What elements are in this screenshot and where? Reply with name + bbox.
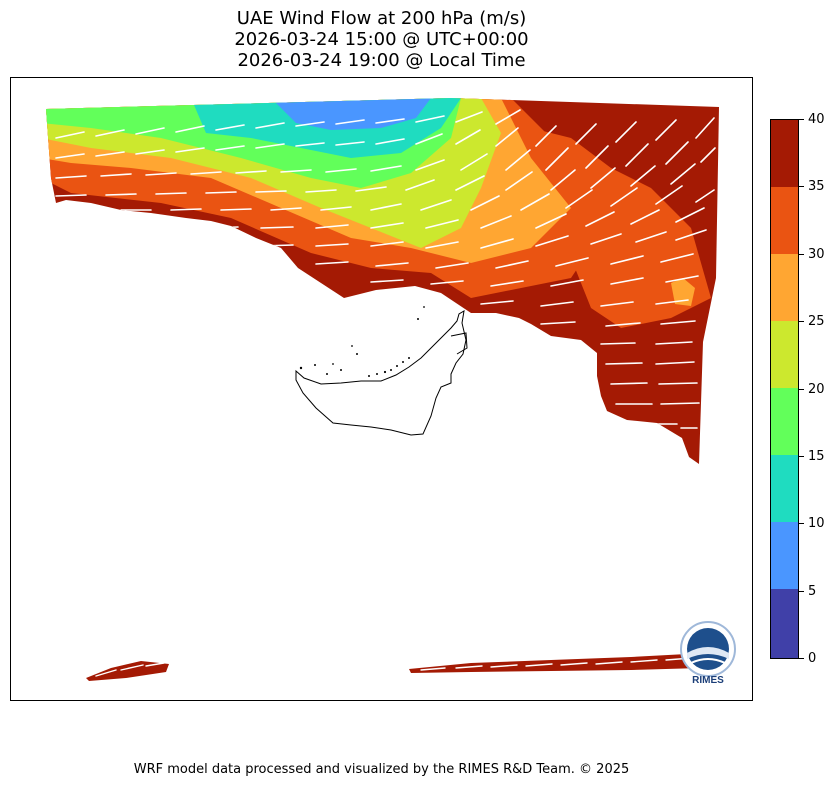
colorbar-bin-30-35 [771, 187, 798, 254]
map-panel: RIMES [10, 77, 753, 701]
uae-boundary [295, 310, 467, 436]
colorbar-label-30: 30 [808, 247, 825, 262]
colorbar-label-10: 10 [808, 516, 825, 531]
colorbar-tick [799, 523, 804, 524]
colorbar-label-0: 0 [808, 651, 817, 666]
footer-credit: WRF model data processed and visualized … [133, 762, 630, 777]
colorbar-bin-10-15 [771, 455, 798, 522]
title-line-1: UAE Wind Flow at 200 hPa (m/s) [236, 8, 527, 29]
colorbar-bin-35-40 [771, 120, 798, 187]
colorbar-bin-15-20 [771, 388, 798, 455]
title-line-2: 2026-03-24 15:00 @ UTC+00:00 [234, 29, 529, 50]
colorbar-bin-0-5 [771, 589, 798, 658]
colorbar-label-5: 5 [808, 584, 817, 599]
colorbar-tick [799, 658, 804, 659]
coastal-islands [299, 306, 425, 377]
colorbar-bin-25-30 [771, 254, 798, 321]
colorbar-tick [799, 321, 804, 322]
rimes-logo: RIMES [675, 619, 741, 691]
wind-speed-field [46, 98, 719, 464]
wind-map [46, 98, 719, 681]
colorbar-label-25: 25 [808, 314, 825, 329]
chart-title: UAE Wind Flow at 200 hPa (m/s) 2026-03-2… [0, 8, 763, 71]
uae-inner-boundary [450, 332, 468, 355]
colorbar-label-20: 20 [808, 382, 825, 397]
colorbar-bin-20-25 [771, 321, 798, 388]
colorbar-tick [799, 456, 804, 457]
colorbar-tick [799, 591, 804, 592]
wind-vectors [55, 109, 716, 429]
colorbar-tick [799, 389, 804, 390]
colorbar-label-40: 40 [808, 112, 825, 127]
title-line-3: 2026-03-24 19:00 @ Local Time [237, 50, 526, 71]
colorbar-tick [799, 186, 804, 187]
colorbar-tick [799, 254, 804, 255]
colorbar-label-35: 35 [808, 179, 825, 194]
logo-text: RIMES [692, 675, 724, 686]
wind-vectors-south [95, 657, 693, 677]
southern-strip-east [409, 652, 701, 673]
colorbar [770, 119, 799, 659]
colorbar-tick [799, 119, 804, 120]
colorbar-label-15: 15 [808, 449, 825, 464]
colorbar-bin-5-10 [771, 522, 798, 589]
